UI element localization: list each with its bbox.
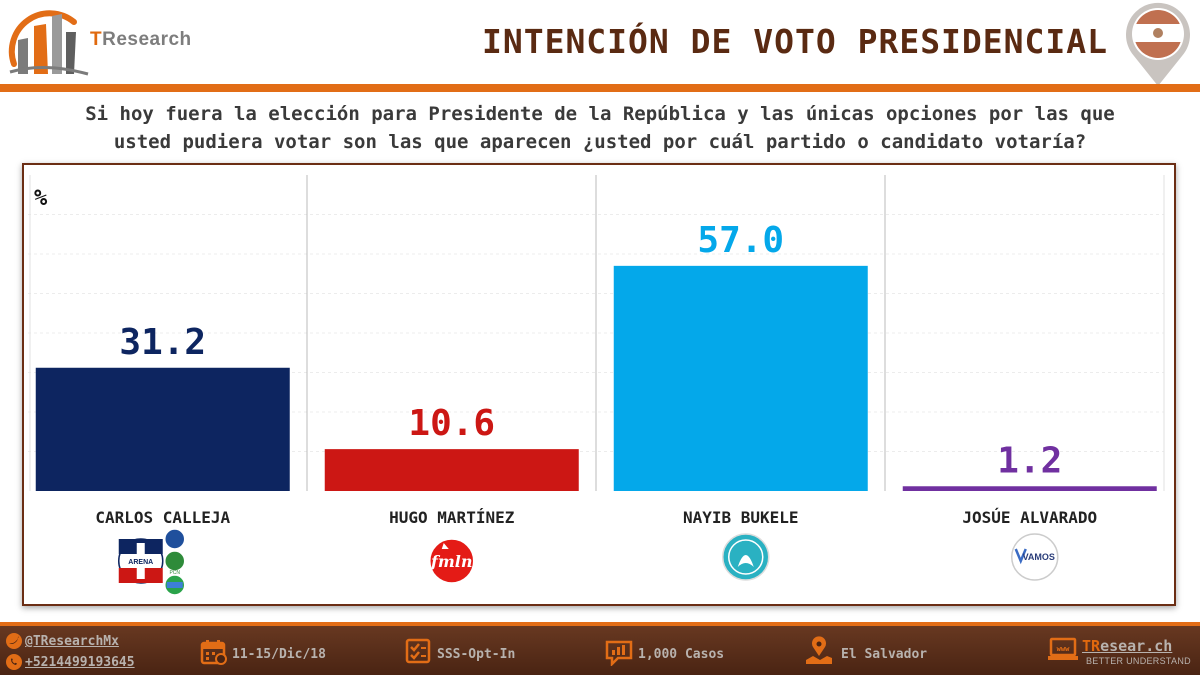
pdc-logo	[164, 550, 186, 572]
pcn-logo	[164, 528, 186, 550]
location-map-icon	[806, 636, 832, 664]
pcn-logo-text: PCN	[169, 570, 180, 576]
data-label: 31.2	[119, 322, 206, 363]
bar-chart: % 31.2 CARLOS CALLEJA 10.6 HUGO MARTÍNEZ 57.0…	[28, 175, 1165, 596]
footer	[0, 622, 1200, 675]
category-label: NAYIB BUKELE	[683, 508, 799, 527]
survey-method-icon	[405, 638, 431, 664]
page-title: INTENCIÓN DE VOTO PRESIDENCIAL	[481, 22, 1108, 61]
svg-text:www: www	[1057, 645, 1070, 653]
gana-logo-band	[166, 582, 183, 588]
fmln-logo-star	[441, 543, 449, 549]
survey-location: El Salvador	[841, 647, 928, 662]
question-line-2: usted pudiera votar son las que aparecen…	[113, 131, 1087, 153]
header-accent-bar	[0, 84, 1200, 92]
category-label: HUGO MARTÍNEZ	[389, 508, 515, 527]
footer-accent-bar	[0, 622, 1200, 626]
vamos-logo-v	[1014, 548, 1027, 565]
survey-dates: 11-15/Dic/18	[232, 647, 326, 662]
arena-logo-text: ARENA	[128, 559, 153, 566]
el-salvador-flag-pin-icon	[1126, 2, 1190, 87]
website-laptop-icon: www	[1048, 637, 1078, 660]
whatsapp-icon	[6, 654, 22, 670]
cases-chat-icon	[605, 640, 633, 666]
tresearch-logo-icon	[8, 10, 89, 76]
bar-3	[902, 486, 1157, 491]
vamos-logo	[1011, 533, 1059, 581]
category-label: JOSÚE ALVARADO	[962, 508, 1097, 527]
fmln-logo	[429, 538, 475, 584]
phone-number[interactable]: +5214499193645	[25, 655, 135, 670]
calendar-icon	[200, 640, 227, 665]
twitter-icon	[6, 633, 22, 649]
survey-question: Si hoy fuera la elección para Presidente…	[20, 100, 1180, 156]
sample-size: 1,000 Casos	[638, 647, 725, 662]
twitter-handle[interactable]: @TResearchMx	[25, 634, 119, 649]
fmln-logo-text: fmln	[430, 552, 473, 571]
chart-frame: % 31.2 CARLOS CALLEJA 10.6 HUGO MARTÍNEZ 57.0…	[22, 163, 1176, 606]
bar-1	[324, 449, 579, 491]
header: TResearch INTENCIÓN DE VOTO PRESIDENCIAL	[0, 0, 1200, 88]
data-label: 10.6	[408, 403, 495, 444]
question-line-1: Si hoy fuera la elección para Presidente…	[85, 103, 1115, 125]
arena-logo-cross-h	[122, 557, 159, 565]
brand-name: TResearch	[90, 29, 192, 50]
website-link[interactable]: TResear.ch	[1082, 637, 1173, 655]
bar-2	[613, 265, 868, 491]
data-label: 1.2	[997, 440, 1062, 481]
unit-label: %	[34, 186, 48, 211]
category-label: CARLOS CALLEJA	[95, 508, 230, 527]
tagline: BETTER UNDERSTAND	[1086, 656, 1191, 666]
data-label: 57.0	[697, 220, 784, 261]
vamos-logo-text: VAMOS	[1023, 552, 1055, 562]
bar-0	[35, 367, 290, 491]
survey-method: SSS-Opt-In	[437, 647, 516, 662]
gana-bukele-logo-mark	[737, 555, 754, 567]
